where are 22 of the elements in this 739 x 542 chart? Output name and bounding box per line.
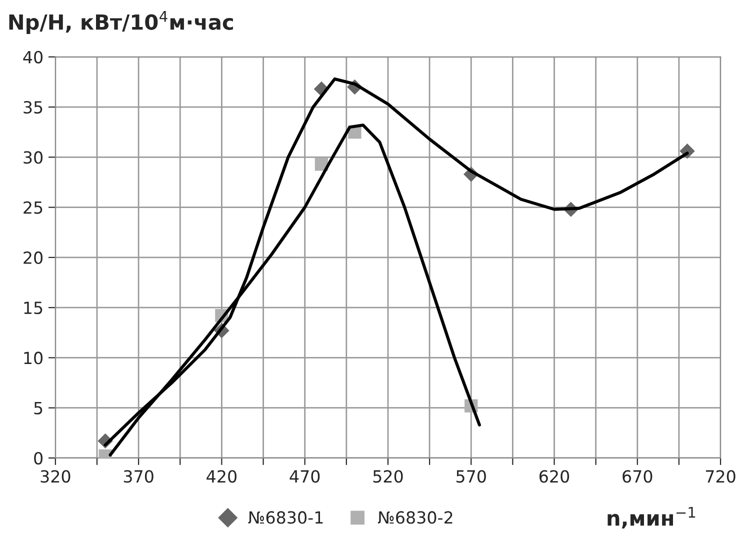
- y-tick-label: 15: [24, 302, 42, 314]
- x-tick-label: 570: [456, 470, 486, 483]
- y-tick-label: 30: [24, 151, 43, 164]
- y-tick-label: 25: [24, 201, 42, 214]
- y-tick-label: 35: [24, 101, 42, 114]
- y-tick-label: 40: [23, 50, 43, 64]
- y-tick-label: 5: [34, 402, 42, 414]
- x-tick-label: 520: [373, 470, 403, 483]
- x-tick-label: 370: [124, 470, 154, 483]
- x-tick-label: 620: [540, 470, 570, 483]
- y-tick-label: 20: [24, 251, 43, 264]
- x-tick-label: 720: [706, 470, 736, 483]
- x-tick-label: 670: [622, 470, 652, 483]
- x-tick-label: 320: [40, 470, 70, 483]
- legend-label: №6830-1: [248, 511, 323, 524]
- y-tick-label: 10: [24, 352, 43, 364]
- x-tick-label: 420: [206, 470, 236, 483]
- legend-label: №6830-2: [378, 511, 452, 524]
- y-axis-title: Np/H, кВт/10$^{4}$м·час: [9, 11, 233, 34]
- x-tick-label: 470: [290, 470, 320, 483]
- y-tick-label: 0: [34, 452, 43, 465]
- x-axis-title: n,мин$^{−1}$: [608, 506, 696, 529]
